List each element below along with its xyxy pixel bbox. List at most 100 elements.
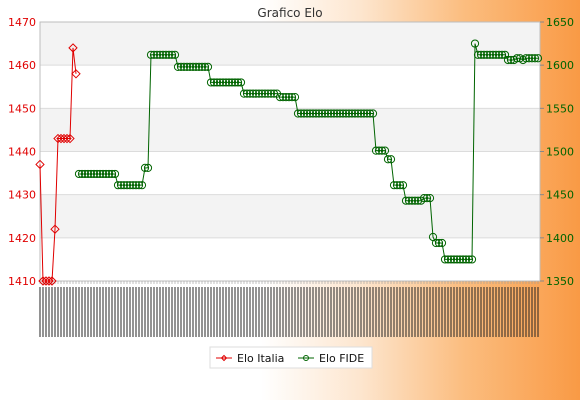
data-point <box>323 109 333 118</box>
x-tick-label-mark <box>294 287 296 337</box>
data-point <box>68 43 78 53</box>
data-point <box>377 146 387 155</box>
x-tick-label-mark <box>471 287 473 337</box>
x-tick-label-mark <box>486 287 488 337</box>
data-point <box>62 133 72 144</box>
data-point <box>278 93 288 102</box>
x-tick-label-mark <box>138 287 140 337</box>
data-point <box>101 169 111 179</box>
data-point <box>176 62 186 71</box>
x-tick-label-mark <box>174 287 176 337</box>
data-point <box>254 89 264 98</box>
x-tick-label-mark <box>438 287 440 337</box>
x-tick-label-mark <box>51 287 53 337</box>
data-point <box>236 78 246 87</box>
right-axis: 1350 1400 1450 1500 1550 1600 1650 <box>540 16 574 288</box>
x-tick-label-mark <box>258 287 260 337</box>
x-tick-label-mark <box>357 287 359 337</box>
x-tick-label-mark <box>453 287 455 337</box>
left-axis: 1410 1420 1430 1440 1450 1460 1470 <box>8 16 36 288</box>
data-point <box>122 181 132 190</box>
x-tick-label-mark <box>420 287 422 337</box>
data-point <box>329 109 339 118</box>
x-tick-label-mark <box>126 287 128 337</box>
x-tick-label-mark <box>381 287 383 337</box>
x-tick-label-mark <box>450 287 452 337</box>
data-point <box>479 50 489 59</box>
data-point <box>107 169 117 179</box>
data-point <box>464 255 474 264</box>
data-point <box>383 155 393 164</box>
data-point <box>113 181 123 190</box>
x-tick-label-mark <box>255 287 257 337</box>
x-tick-label-mark <box>291 287 293 337</box>
data-point <box>269 89 279 98</box>
x-tick-label-mark <box>279 287 281 337</box>
data-point <box>302 109 312 118</box>
x-tick-label-mark <box>249 287 251 337</box>
right-tick-label: 1500 <box>546 146 574 159</box>
x-tick-label-mark <box>231 287 233 337</box>
data-point <box>119 181 129 190</box>
x-tick-label-mark <box>288 287 290 337</box>
x-tick-label-mark <box>363 287 365 337</box>
x-tick-label-mark <box>351 287 353 337</box>
x-tick-label-mark <box>273 287 275 337</box>
data-point <box>473 50 483 59</box>
x-tick-label-mark <box>537 287 539 337</box>
x-tick-label-mark <box>60 287 62 337</box>
data-point <box>161 50 171 59</box>
data-point <box>170 50 180 59</box>
x-tick-label-mark <box>216 287 218 337</box>
data-point <box>257 89 267 98</box>
x-tick-label-mark <box>402 287 404 337</box>
x-tick-label-mark <box>459 287 461 337</box>
data-point <box>206 78 216 87</box>
data-point <box>389 181 399 190</box>
x-tick-label-mark <box>222 287 224 337</box>
data-point <box>65 133 75 144</box>
data-point <box>443 255 453 264</box>
data-point <box>221 78 231 87</box>
data-point <box>404 196 414 205</box>
series-line <box>79 43 538 260</box>
x-tick-label-mark <box>312 287 314 337</box>
data-point <box>296 109 306 118</box>
data-point <box>314 109 324 118</box>
data-point <box>434 238 444 248</box>
x-tick-label-mark <box>201 287 203 337</box>
x-tick-label-mark <box>261 287 263 337</box>
x-tick-label-mark <box>165 287 167 337</box>
data-point <box>230 78 240 87</box>
data-point <box>146 50 156 59</box>
legend-box <box>209 346 373 369</box>
right-tick-label: 1650 <box>546 16 574 29</box>
data-point <box>218 78 228 87</box>
data-point <box>461 255 471 264</box>
x-tick-label-mark <box>84 287 86 337</box>
data-point <box>407 196 417 205</box>
x-tick-label-mark <box>501 287 503 337</box>
data-point <box>527 54 537 63</box>
x-tick-label-mark <box>366 287 368 337</box>
x-tick-label-mark <box>375 287 377 337</box>
x-tick-label-mark <box>87 287 89 337</box>
x-tick-label-mark <box>99 287 101 337</box>
x-tick-label-mark <box>387 287 389 337</box>
series-elo-fide <box>74 39 543 264</box>
x-tick-label-mark <box>324 287 326 337</box>
x-tick-label-mark <box>153 287 155 337</box>
x-tick-label-mark <box>210 287 212 337</box>
x-tick-label-mark <box>318 287 320 337</box>
data-point <box>83 169 93 179</box>
x-tick-label-mark <box>78 287 80 337</box>
x-tick-label-mark <box>252 287 254 337</box>
series-layer <box>35 39 543 286</box>
x-tick-label-mark <box>63 287 65 337</box>
x-tick-label-mark <box>504 287 506 337</box>
x-tick-label-mark <box>399 287 401 337</box>
right-tick-label: 1550 <box>546 102 574 115</box>
data-point <box>308 109 318 118</box>
x-tick-label-mark <box>483 287 485 337</box>
